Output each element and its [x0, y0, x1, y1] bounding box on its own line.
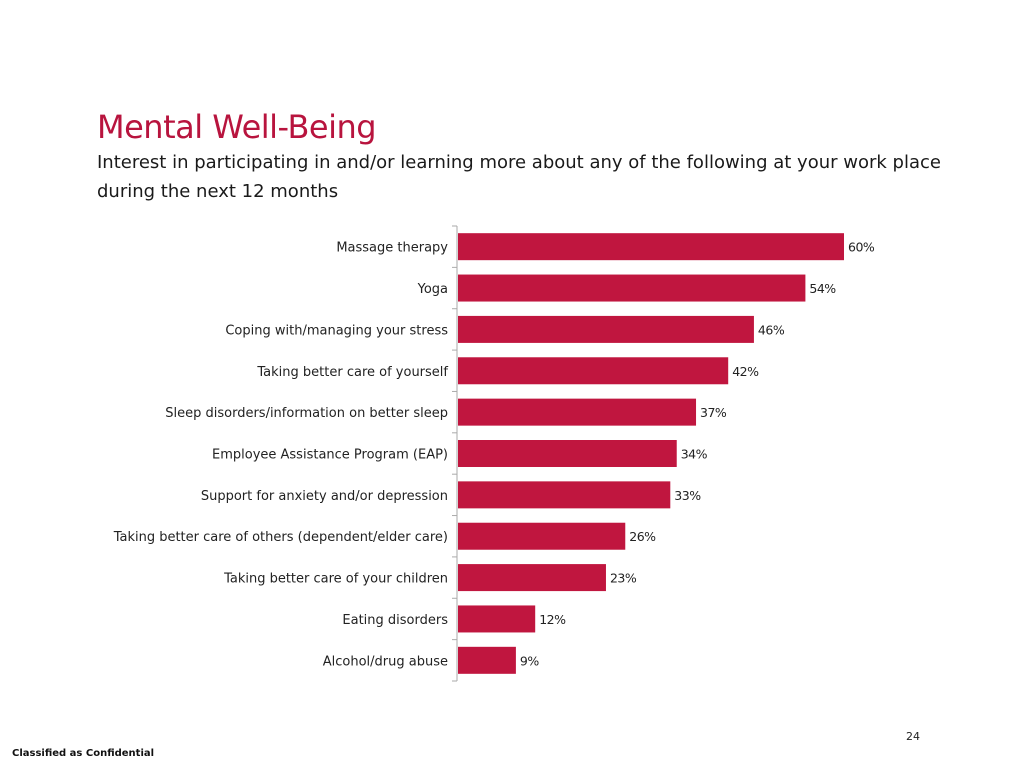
value-label: 42%	[732, 364, 759, 379]
value-label: 9%	[520, 653, 539, 668]
value-label: 37%	[700, 405, 727, 420]
value-label: 46%	[758, 322, 785, 337]
value-label: 60%	[848, 240, 875, 255]
page-number: 24	[906, 730, 920, 743]
bar	[458, 315, 754, 343]
category-label: Taking better care of yourself	[256, 365, 448, 380]
category-label: Taking better care of your children	[223, 572, 448, 587]
value-label: 54%	[809, 281, 836, 296]
value-label: 33%	[674, 488, 701, 503]
category-label: Eating disorders	[342, 613, 448, 628]
value-label: 12%	[539, 612, 566, 627]
category-label: Alcohol/drug abuse	[323, 654, 448, 669]
bar	[458, 274, 806, 302]
bar	[458, 646, 516, 674]
bar	[458, 522, 626, 550]
page-title: Mental Well-Being	[97, 108, 377, 146]
category-label: Coping with/managing your stress	[225, 323, 448, 338]
bar	[458, 481, 671, 509]
category-label: Taking better care of others (dependent/…	[113, 530, 448, 545]
confidentiality-footer: Classified as Confidential	[12, 748, 155, 759]
category-label: Yoga	[417, 282, 448, 297]
category-label: Massage therapy	[336, 241, 448, 256]
category-label: Support for anxiety and/or depression	[201, 489, 448, 504]
bar	[458, 233, 844, 261]
bar	[458, 564, 606, 592]
value-label: 34%	[681, 447, 708, 462]
category-label: Employee Assistance Program (EAP)	[212, 448, 448, 463]
bar	[458, 605, 536, 633]
bar	[458, 440, 677, 467]
value-label: 26%	[629, 529, 656, 544]
page-subtitle: Interest in participating in and/or lear…	[97, 152, 941, 202]
category-label: Sleep disorders/information on better sl…	[165, 406, 448, 421]
value-label: 23%	[610, 571, 637, 586]
bar	[458, 357, 729, 385]
bar	[458, 398, 697, 426]
